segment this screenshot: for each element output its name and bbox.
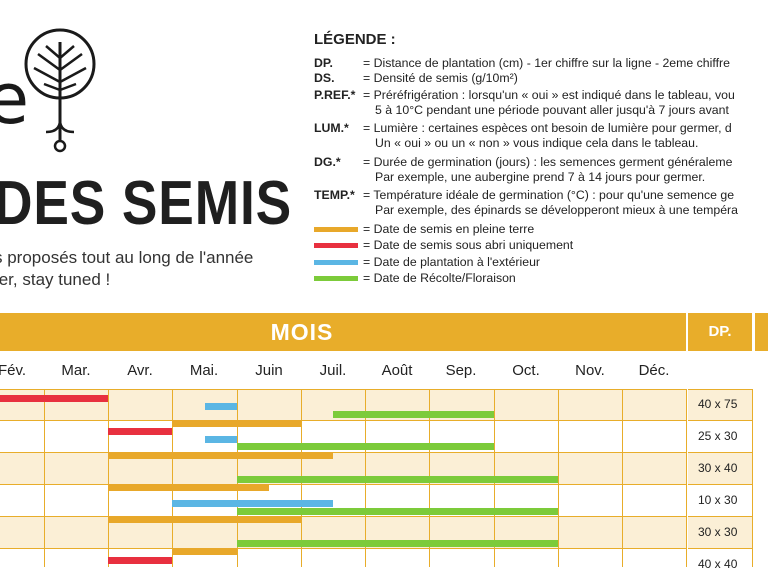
month-label: Août (381, 362, 413, 379)
sowing-shelter-bar (0, 395, 108, 402)
mois-header-label: MOIS (270, 319, 334, 345)
month-label: Oct. (512, 362, 540, 379)
legend-title: LÉGENDE : (314, 31, 396, 48)
month-label: Nov. (575, 362, 605, 379)
legend-key: P.REF.* (314, 88, 356, 102)
month-label: Sep. (445, 362, 477, 379)
sowing-open-bar (172, 548, 237, 555)
dp-cell: 30 x 30 (688, 517, 752, 548)
column-divider (752, 389, 753, 567)
next-column-header (755, 313, 768, 351)
planting-bar (172, 500, 333, 507)
month-header-row: Fév. Mar. Avr. Mai. Juin Juil. Août Sep.… (0, 353, 768, 389)
legend-text: = Lumière : certaines espèces ont besoin… (363, 121, 732, 135)
subtitle-line-1: s proposés tout au long de l'année (0, 248, 254, 267)
mois-header-band (0, 313, 686, 351)
table-row (0, 549, 686, 580)
legend-text: = Densité de semis (g/10m²) (363, 71, 518, 85)
month-label: Mai. (189, 362, 219, 379)
column-divider (686, 389, 687, 567)
legend-text: = Durée de germination (jours) : les sem… (363, 155, 733, 169)
dp-cell: 10 x 30 (698, 493, 738, 507)
orange-swatch (314, 227, 358, 232)
column-divider (108, 389, 109, 567)
dp-divider (688, 516, 752, 517)
month-label: Juil. (319, 362, 347, 379)
dp-divider (688, 548, 752, 549)
legend-text: = Température idéale de germination (°C)… (363, 188, 735, 202)
sowing-shelter-bar (108, 428, 172, 435)
tree-logo-icon (24, 28, 96, 153)
legend-text: = Distance de plantation (cm) - 1er chif… (363, 56, 730, 70)
dp-divider (688, 452, 752, 453)
subtitle-line-2: ter, stay tuned ! (0, 270, 111, 289)
logo-letter: e (0, 58, 30, 140)
legend-text: = Date de plantation à l'extérieur (363, 255, 541, 269)
row-divider (0, 516, 686, 517)
red-swatch (314, 243, 358, 248)
column-divider (558, 389, 559, 567)
legend-key: TEMP.* (314, 188, 355, 202)
legend-key: DG.* (314, 155, 341, 169)
sowing-open-bar (108, 452, 333, 459)
legend-text: = Date de Récolte/Floraison (363, 271, 516, 285)
dp-cell: 25 x 30 (698, 429, 738, 443)
dp-cell: 40 x 40 (698, 557, 738, 571)
page-title: DES SEMIS (0, 169, 293, 238)
dp-divider (688, 484, 752, 485)
dp-cell: 30 x 40 (688, 453, 752, 484)
sowing-open-bar (108, 516, 301, 523)
row-divider (0, 420, 686, 421)
planting-bar (205, 403, 237, 410)
legend-text: = Date de semis en pleine terre (363, 222, 535, 236)
legend-text: 5 à 10°C pendant une période pouvant all… (375, 103, 729, 117)
green-swatch (314, 276, 358, 281)
column-divider (44, 389, 45, 567)
blue-swatch (314, 260, 358, 265)
harvest-bar (237, 476, 558, 483)
dp-divider (688, 389, 752, 390)
legend-key: DS. (314, 71, 335, 85)
legend-text: Par exemple, une aubergine prend 7 à 14 … (375, 170, 706, 184)
harvest-bar (237, 540, 558, 547)
dp-divider (688, 420, 752, 421)
column-divider (622, 389, 623, 567)
legend-key: LUM.* (314, 121, 349, 135)
legend-key: DP. (314, 56, 333, 70)
sowing-open-bar (108, 484, 269, 491)
legend-text: = Date de semis sous abri uniquement (363, 238, 574, 252)
row-divider (0, 389, 686, 390)
harvest-bar (333, 411, 494, 418)
dp-cell: 40 x 75 (688, 389, 752, 420)
month-label: Juin (255, 362, 283, 379)
month-label: Fév. (0, 362, 27, 379)
row-divider (0, 484, 686, 485)
row-divider (0, 452, 686, 453)
legend-text: Par exemple, des épinards se développero… (375, 203, 738, 217)
harvest-bar (237, 508, 558, 515)
sowing-shelter-bar (108, 557, 172, 564)
row-divider (0, 548, 686, 549)
harvest-bar (237, 443, 494, 450)
dp-column-header: DP. (688, 313, 752, 351)
column-divider (172, 389, 173, 567)
planting-bar (205, 436, 237, 443)
legend-text: = Préréfrigération : lorsqu'un « oui » e… (363, 88, 735, 102)
legend-text: Un « oui » ou un « non » vous indique ce… (375, 136, 699, 150)
sowing-open-bar (172, 420, 301, 427)
month-label: Déc. (638, 362, 670, 379)
month-label: Mar. (61, 362, 91, 379)
month-label: Avr. (127, 362, 153, 379)
